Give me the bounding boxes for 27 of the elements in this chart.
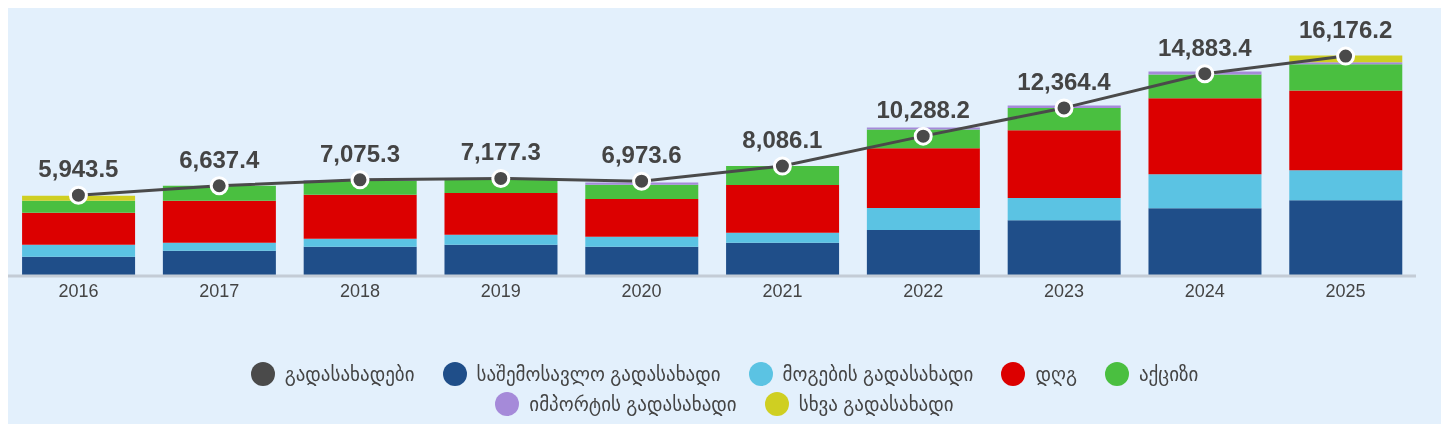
- data-label: 7,177.3: [460, 138, 541, 166]
- legend-label: გადასახადები: [284, 362, 415, 386]
- data-label: 16,176.2: [1298, 16, 1393, 44]
- x-tick-label: 2021: [762, 280, 803, 301]
- data-label: 10,288.2: [876, 96, 970, 124]
- x-tick-label: 2023: [1043, 280, 1085, 301]
- x-tick-label: 2022: [903, 280, 944, 301]
- legend-label: საშემოსავლო გადასახადი: [476, 362, 721, 386]
- x-tick-label: 2017: [199, 280, 240, 301]
- legend-label: სხვა გადასახადი: [798, 392, 954, 416]
- data-label: 7,075.3: [319, 139, 401, 167]
- x-tick-label: 2019: [480, 280, 521, 301]
- data-label: 6,973.6: [601, 141, 682, 169]
- data-label: 5,943.5: [38, 155, 119, 183]
- data-label: 14,883.4: [1158, 33, 1253, 61]
- data-label: 8,086.1: [742, 126, 823, 154]
- legend-label: იმპორტის გადასახადი: [529, 392, 737, 416]
- data-label: 12,364.4: [1017, 67, 1112, 95]
- legend-label: მოგების გადასახადი: [782, 362, 974, 386]
- x-tick-label: 2025: [1325, 280, 1366, 301]
- data-label: 6,637.4: [179, 145, 260, 173]
- legend-label: დღგ: [1035, 362, 1077, 386]
- x-tick-label: 2024: [1184, 280, 1225, 301]
- x-tick-label: 2016: [58, 280, 99, 301]
- x-tick-label: 2018: [339, 280, 381, 301]
- legend-label: აქციზი: [1138, 362, 1199, 386]
- x-tick-label: 2020: [621, 280, 662, 301]
